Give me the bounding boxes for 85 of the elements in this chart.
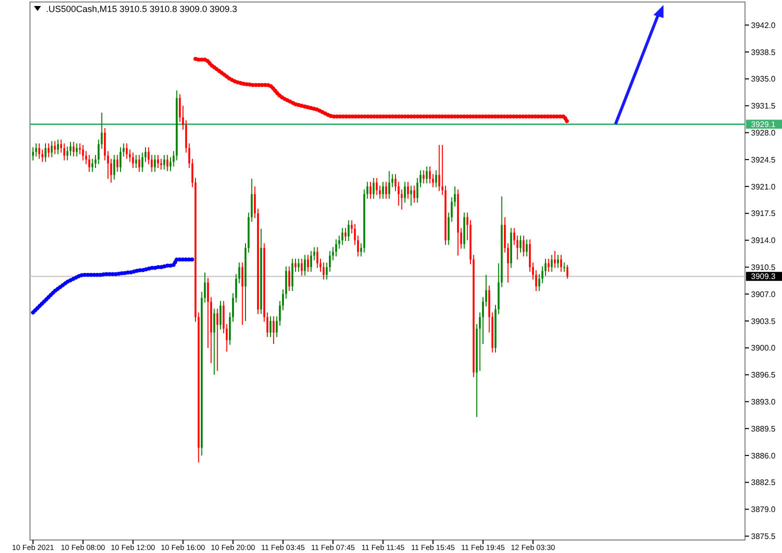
- candlestick: [304, 254, 306, 276]
- y-tick-label: 3921.0: [751, 182, 776, 192]
- line-series: [31, 257, 194, 315]
- y-tick-label: 3924.5: [751, 155, 776, 164]
- candlestick: [48, 142, 50, 158]
- candlestick: [428, 166, 431, 184]
- candlestick: [72, 141, 75, 157]
- candlestick: [322, 262, 325, 280]
- candlestick: [135, 154, 138, 169]
- candlestick: [35, 142, 38, 157]
- candlestick: [272, 316, 275, 345]
- candlestick: [54, 140, 56, 155]
- candlestick: [157, 154, 159, 169]
- y-tick-label: 3928.0: [751, 128, 776, 138]
- candlestick: [166, 154, 168, 172]
- y-tick-label: 3903.5: [751, 316, 776, 326]
- candlestick: [554, 250, 556, 268]
- y-tick-label: 3907.0: [751, 290, 776, 299]
- y-tick-label: 3900.0: [751, 344, 776, 353]
- y-tick-label: 3931.5: [751, 102, 776, 111]
- candlestick: [348, 220, 350, 242]
- candlestick: [291, 258, 294, 292]
- candlestick: [370, 181, 372, 200]
- candlestick: [241, 262, 244, 326]
- candlestick: [60, 139, 62, 154]
- candlestick: [66, 146, 68, 161]
- y-tick-label: 3893.0: [751, 397, 776, 406]
- candlestick: [341, 227, 344, 246]
- candlestick: [566, 264, 568, 280]
- candlestick: [294, 258, 296, 272]
- candlestick: [32, 146, 34, 161]
- candlestick: [44, 142, 46, 162]
- candlestick: [270, 316, 272, 338]
- candlestick: [298, 258, 300, 272]
- candlestick: [385, 181, 388, 200]
- ref-line-label: 3929.1: [751, 120, 776, 130]
- candlestick: [160, 158, 162, 170]
- candlestick: [448, 212, 450, 246]
- candlestick: [422, 170, 425, 184]
- candlestick: [307, 254, 309, 272]
- candlestick: [148, 146, 150, 165]
- y-tick-label: 3910.5: [751, 262, 776, 272]
- y-tick-label: 3935.0: [751, 74, 776, 84]
- y-tick-label: 3879.0: [751, 505, 776, 514]
- candlestick: [407, 181, 409, 200]
- candlestick: [360, 242, 362, 257]
- candlestick: [98, 139, 100, 165]
- candlestick: [560, 254, 562, 272]
- chart-title: .US500Cash,M15 3910.5 3910.8 3909.0 3909.3: [46, 4, 238, 14]
- candlestick: [520, 235, 522, 254]
- candlestick: [116, 154, 118, 172]
- candlestick: [154, 154, 156, 172]
- y-tick-label: 3896.5: [751, 370, 776, 380]
- candlestick: [435, 170, 438, 188]
- candlestick: [132, 152, 134, 169]
- candlestick: [310, 250, 312, 272]
- y-tick-label: 3886.0: [751, 451, 776, 460]
- y-tick-label: 3875.5: [751, 532, 776, 541]
- candlestick: [70, 141, 72, 156]
- y-tick-label: 3889.5: [751, 424, 776, 434]
- candlestick: [372, 178, 375, 200]
- y-tick-label: 3938.5: [751, 48, 776, 57]
- candlestick: [91, 158, 94, 172]
- candlestick: [216, 308, 218, 372]
- y-tick-label: 3942.0: [751, 20, 776, 30]
- candlestick: [57, 139, 59, 155]
- y-tick-label: 3914.0: [751, 236, 776, 246]
- ref-line-label: 3909.3: [751, 272, 776, 282]
- candlestick: [172, 150, 175, 167]
- candlestick: [82, 144, 84, 161]
- candlestick: [222, 300, 225, 334]
- candlestick: [522, 235, 525, 257]
- candlestick: [120, 146, 122, 172]
- y-tick-label: 3882.5: [751, 478, 776, 488]
- candlestick: [316, 246, 318, 268]
- candlestick: [220, 300, 222, 330]
- y-tick-label: 3917.5: [751, 209, 776, 218]
- candlestick: [410, 185, 412, 206]
- candlestick: [557, 254, 559, 268]
- candlestick: [382, 181, 384, 200]
- candlestick: [335, 238, 338, 257]
- candlestick: [404, 181, 406, 204]
- line-series: [194, 56, 570, 124]
- candlestick: [344, 227, 346, 242]
- candlestick: [548, 258, 550, 272]
